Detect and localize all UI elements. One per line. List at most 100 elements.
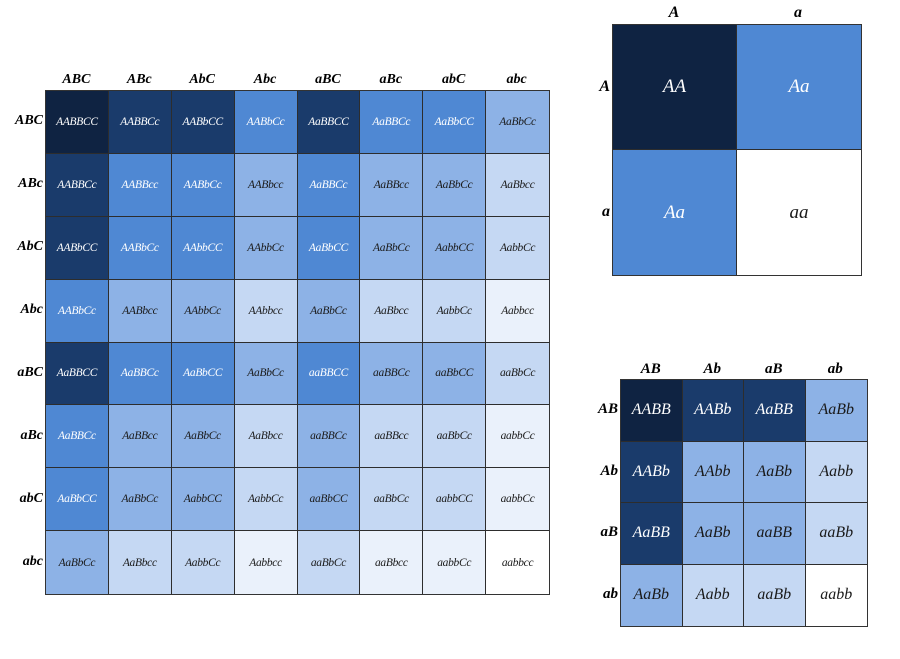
trihybrid-genotype-cell: AaBbCc: [108, 468, 172, 532]
trihybrid-column-header: Abc: [253, 72, 277, 87]
trihybrid-genotype-cell: AABBCc: [108, 91, 172, 154]
monohybrid-row-header: a: [602, 202, 610, 220]
dihybrid-row-header: aB: [600, 524, 618, 541]
dihybrid-genotype-cell: AaBB: [621, 503, 683, 565]
trihybrid-genotype-cell: AABbCC: [171, 91, 235, 154]
dihybrid-column-header: aB: [764, 360, 783, 377]
dihybrid-genotype-cell: aaBB: [744, 503, 806, 565]
trihybrid-genotype-cell: aabbCc: [423, 531, 487, 594]
trihybrid-genotype-cell: AABbCc: [108, 216, 172, 280]
monohybrid-row-header: A: [599, 77, 610, 95]
trihybrid-genotype-cell: AaBbCc: [423, 153, 487, 217]
trihybrid-genotype-cell: AAbbcc: [234, 279, 298, 343]
trihybrid-column-header: aBC: [315, 72, 341, 87]
trihybrid-genotype-cell: AabbCc: [486, 216, 549, 280]
trihybrid-genotype-cell: aabbCC: [423, 468, 487, 532]
trihybrid-genotype-cell: AaBbCc: [46, 531, 109, 594]
trihybrid-genotype-cell: aabbCc: [486, 405, 549, 469]
dihybrid-column-header: Ab: [703, 360, 721, 377]
monohybrid-genotype-cell: Aa: [737, 25, 861, 150]
trihybrid-row-header: AbC: [17, 239, 43, 255]
trihybrid-genotype-cell: aaBbCC: [297, 468, 361, 532]
trihybrid-genotype-cell: AABbCc: [46, 279, 109, 343]
trihybrid-column-header: ABc: [126, 72, 152, 87]
trihybrid-genotype-cell: AaBBCc: [360, 91, 424, 154]
trihybrid-genotype-cell: AABbCc: [171, 153, 235, 217]
trihybrid-genotype-cell: aaBBCc: [360, 342, 424, 406]
trihybrid-genotype-cell: AAbbCc: [171, 279, 235, 343]
trihybrid-genotype-cell: AABBCC: [46, 91, 109, 154]
trihybrid-column-header: aBc: [379, 72, 403, 87]
trihybrid-genotype-cell: AaBbCc: [360, 216, 424, 280]
trihybrid-genotype-cell: aaBBCC: [297, 342, 361, 406]
trihybrid-genotype-cell: Aabbcc: [234, 531, 298, 594]
monohybrid-punnett-square: AA Aa Aa aa: [612, 24, 862, 276]
trihybrid-genotype-cell: aaBbCc: [486, 342, 549, 406]
trihybrid-genotype-cell: AABbCc: [234, 91, 298, 154]
trihybrid-genotype-cell: AaBBCc: [46, 405, 109, 469]
trihybrid-row-header: abC: [19, 490, 43, 506]
trihybrid-punnett-square: AABBCC AABBCc AABbCC AABbCc AaBBCC AaBBCc AaBb…: [45, 90, 550, 595]
trihybrid-genotype-cell: aaBBcc: [360, 405, 424, 469]
trihybrid-row-header: aBC: [17, 364, 43, 380]
trihybrid-genotype-cell: aaBbCc: [297, 531, 361, 594]
monohybrid-column-header: a: [794, 4, 802, 21]
monohybrid-column-header: A: [668, 4, 680, 21]
trihybrid-column-header: AbC: [189, 72, 216, 87]
dihybrid-genotype-cell: AAbb: [682, 441, 744, 503]
trihybrid-genotype-cell: aabbCc: [486, 468, 549, 532]
trihybrid-genotype-cell: AaBbCC: [423, 91, 487, 154]
trihybrid-genotype-cell: AaBBCc: [297, 153, 361, 217]
trihybrid-genotype-cell: AaBbCC: [171, 342, 235, 406]
trihybrid-genotype-cell: AaBBCC: [46, 342, 109, 406]
trihybrid-row-header: abc: [22, 553, 43, 569]
trihybrid-row-header: ABC: [14, 113, 43, 129]
dihybrid-column-header: AB: [640, 360, 661, 377]
trihybrid-genotype-cell: AabbCC: [423, 216, 487, 280]
trihybrid-row-header: Abc: [20, 302, 43, 318]
trihybrid-genotype-cell: AABbcc: [108, 279, 172, 343]
dihybrid-genotype-cell: aabb: [805, 564, 867, 626]
dihybrid-punnett-square: AABB AABb AaBB AaBb AABb AAbb AaBb Aabb AaBB AaBb…: [620, 379, 868, 627]
monohybrid-genotype-cell: AA: [613, 25, 737, 150]
dihybrid-row-header: Ab: [600, 462, 618, 479]
dihybrid-genotype-cell: AABb: [682, 380, 744, 442]
trihybrid-genotype-cell: aabbcc: [486, 531, 549, 594]
trihybrid-genotype-cell: AabbCc: [234, 468, 298, 532]
trihybrid-row-header: aBc: [20, 427, 43, 443]
trihybrid-column-header: abC: [442, 72, 466, 87]
dihybrid-genotype-cell: AABb: [621, 441, 683, 503]
trihybrid-genotype-cell: AaBBcc: [108, 405, 172, 469]
trihybrid-genotype-cell: AAbbCc: [234, 216, 298, 280]
trihybrid-genotype-cell: AaBBCc: [108, 342, 172, 406]
dihybrid-row-header: AB: [597, 401, 618, 418]
trihybrid-row-header: ABc: [18, 176, 43, 192]
trihybrid-genotype-cell: AABBcc: [108, 153, 172, 217]
dihybrid-genotype-cell: aaBb: [805, 503, 867, 565]
trihybrid-genotype-cell: AAbbCC: [171, 216, 235, 280]
trihybrid-column-header: ABC: [62, 72, 91, 87]
dihybrid-genotype-cell: AABB: [621, 380, 683, 442]
trihybrid-genotype-cell: AaBBCC: [297, 91, 361, 154]
dihybrid-column-header: ab: [827, 360, 843, 377]
dihybrid-genotype-cell: Aabb: [682, 564, 744, 626]
dihybrid-genotype-cell: AaBb: [744, 441, 806, 503]
trihybrid-column-header: abc: [506, 72, 527, 87]
trihybrid-genotype-cell: AaBbCc: [486, 91, 549, 154]
trihybrid-genotype-cell: AaBbCc: [297, 279, 361, 343]
dihybrid-genotype-cell: AaBb: [682, 503, 744, 565]
trihybrid-genotype-cell: aaBBCc: [297, 405, 361, 469]
trihybrid-genotype-cell: AaBbCC: [46, 468, 109, 532]
monohybrid-genotype-cell: aa: [737, 150, 861, 275]
trihybrid-genotype-cell: aaBbCc: [360, 468, 424, 532]
trihybrid-genotype-cell: AaBbcc: [108, 531, 172, 594]
dihybrid-genotype-cell: AaBB: [744, 380, 806, 442]
trihybrid-genotype-cell: aaBbCc: [423, 405, 487, 469]
trihybrid-genotype-cell: AaBbcc: [360, 279, 424, 343]
trihybrid-genotype-cell: AaBbCC: [297, 216, 361, 280]
trihybrid-genotype-cell: AaBbcc: [234, 405, 298, 469]
trihybrid-genotype-cell: AaBbcc: [486, 153, 549, 217]
dihybrid-row-header: ab: [603, 585, 618, 602]
trihybrid-genotype-cell: AABbCC: [46, 216, 109, 280]
trihybrid-genotype-cell: AaBbCc: [234, 342, 298, 406]
